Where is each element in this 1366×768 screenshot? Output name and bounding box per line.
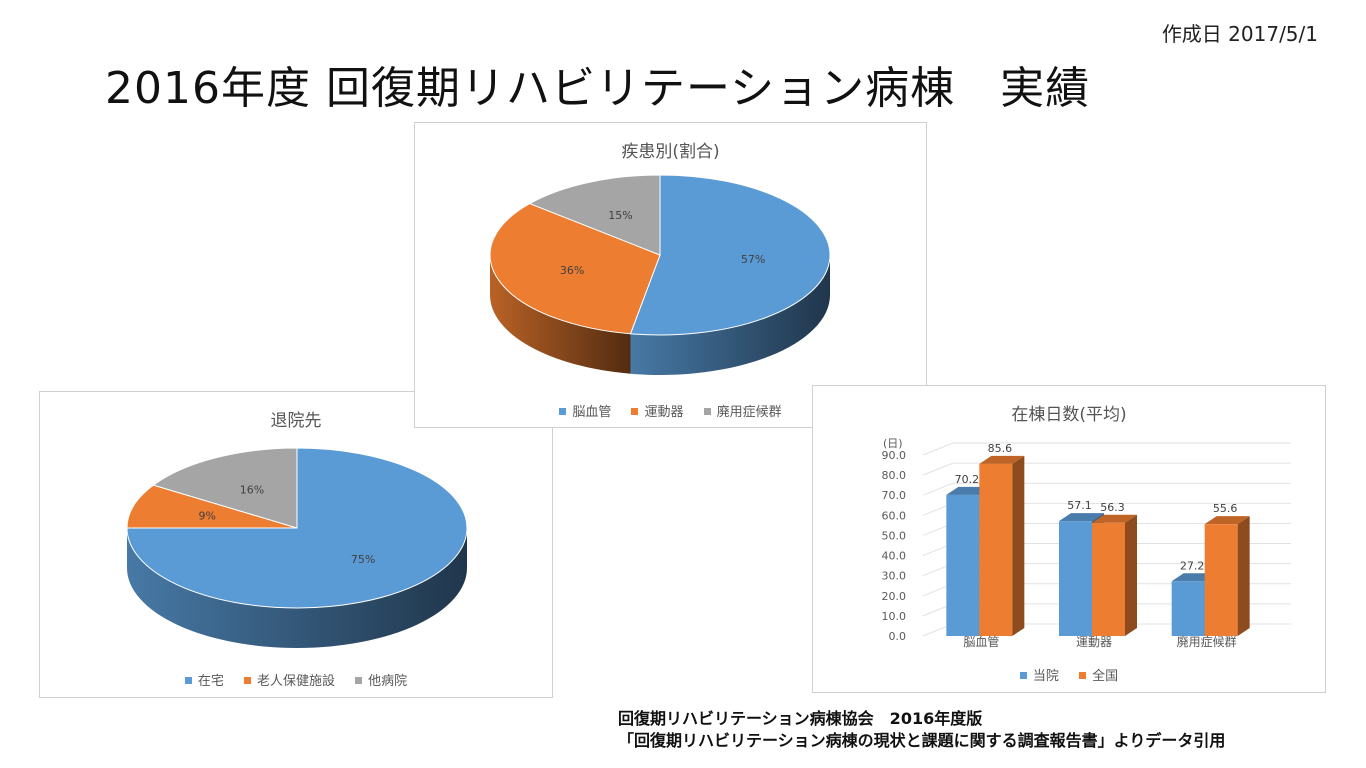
pie-slice xyxy=(126,484,298,529)
bar-data-label: 85.6 xyxy=(988,442,1013,455)
pie-slice-side xyxy=(127,528,467,648)
y-tick-label: 40.0 xyxy=(882,550,907,563)
stay-days-bar-chart: 0.0 10.0 20.0 30.0 40.0 50.0 60.0 70.0 80.0 90.0(… xyxy=(812,385,1326,693)
pie-data-label: 16% xyxy=(240,483,264,496)
gridline-depth xyxy=(922,482,954,496)
gridline-depth xyxy=(922,442,954,456)
bar-side xyxy=(1012,455,1025,636)
legend-item: 在宅 xyxy=(184,670,224,689)
bar xyxy=(1059,521,1092,636)
y-tick-label: 60.0 xyxy=(882,509,907,522)
pie-data-label: 75% xyxy=(351,553,375,566)
legend-item: 全国 xyxy=(1079,665,1118,684)
y-tick-label: 90.0 xyxy=(882,449,907,462)
pie-slice-side xyxy=(490,255,631,374)
discharge-pie-chart: 75% 9% 16% 退院先 在宅 老人保健施設 他病院 xyxy=(39,391,553,698)
legend: 脳血管 運動器 廃用症候群 xyxy=(415,401,926,420)
y-axis-label: (日) xyxy=(883,437,903,450)
x-tick-label: 廃用症候群 xyxy=(1177,634,1237,649)
legend-item: 当院 xyxy=(1019,665,1059,684)
bar xyxy=(979,463,1013,636)
bar-top xyxy=(979,455,1025,464)
y-tick-label: 0.0 xyxy=(889,630,907,643)
pie-slice xyxy=(629,174,831,336)
bar-top xyxy=(1092,514,1137,523)
pie-data-label: 36% xyxy=(560,264,584,277)
legend: 当院 全国 xyxy=(813,665,1325,684)
x-tick-label: 運動器 xyxy=(1076,635,1112,649)
pie-slice xyxy=(489,203,661,335)
pie-data-label: 9% xyxy=(198,510,215,523)
y-tick-label: 20.0 xyxy=(882,590,907,603)
pie-slice-side xyxy=(630,255,830,375)
legend-item: 老人保健施設 xyxy=(243,670,335,689)
bar-side xyxy=(1125,514,1137,636)
chart-title: 在棟日数(平均) xyxy=(1011,405,1127,425)
x-tick-label: 脳血管 xyxy=(963,634,999,649)
pie-data-label: 15% xyxy=(608,209,632,222)
legend-item: 廃用症候群 xyxy=(703,401,782,420)
bar-data-label: 70.2 xyxy=(955,473,980,486)
y-tick-label: 80.0 xyxy=(882,469,907,482)
bar xyxy=(946,494,980,636)
pie-slice xyxy=(126,447,468,609)
stay-days-bar-svg: 0.0 10.0 20.0 30.0 40.0 50.0 60.0 70.0 80.0 90.0(… xyxy=(882,437,1291,649)
chart-title: 退院先 xyxy=(270,411,322,431)
bar-top xyxy=(1204,516,1250,525)
bar-data-label: 57.1 xyxy=(1067,499,1092,512)
disease-pie-chart: 57% 36% 15% 疾患別(割合) 脳血管 運動器 廃用症候群 xyxy=(414,122,927,428)
source-line-2: 「回復期リハビリテーション病棟の現状と課題に関する調査報告書」よりデータ引用 xyxy=(618,731,1226,750)
legend-item: 脳血管 xyxy=(559,401,611,420)
chart-title: 疾患別(割合) xyxy=(621,142,720,162)
y-tick-label: 50.0 xyxy=(882,529,907,542)
bar-data-label: 27.2 xyxy=(1180,559,1205,572)
bar xyxy=(1092,522,1125,636)
bar-side xyxy=(1237,516,1250,636)
created-date: 作成日 2017/5/1 xyxy=(1161,22,1318,46)
y-tick-label: 10.0 xyxy=(882,610,907,623)
bar-top xyxy=(1059,513,1104,522)
bar-data-label: 55.6 xyxy=(1213,502,1238,515)
discharge-pie-svg: 75% 9% 16% xyxy=(126,447,468,648)
bar xyxy=(1204,524,1238,636)
pie-slice xyxy=(528,174,661,256)
page-title: 2016年度 回復期リハビリテーション病棟 実績 xyxy=(105,63,1091,114)
legend-item: 運動器 xyxy=(631,401,684,420)
data-source-note: 回復期リハビリテーション病棟協会 2016年度版 「回復期リハビリテーション病棟… xyxy=(618,708,1225,752)
y-tick-label: 70.0 xyxy=(882,489,907,502)
gridline-depth xyxy=(922,462,954,476)
disease-pie-svg: 57% 36% 15% xyxy=(489,174,831,375)
pie-data-label: 57% xyxy=(741,253,765,266)
bar xyxy=(1171,581,1205,636)
bar-data-label: 56.3 xyxy=(1100,501,1125,514)
legend-item: 他病院 xyxy=(355,670,407,689)
source-line-1: 回復期リハビリテーション病棟協会 2016年度版 xyxy=(618,709,983,728)
y-tick-label: 30.0 xyxy=(882,570,907,583)
pie-slice xyxy=(152,447,298,529)
legend: 在宅 老人保健施設 他病院 xyxy=(40,670,552,689)
